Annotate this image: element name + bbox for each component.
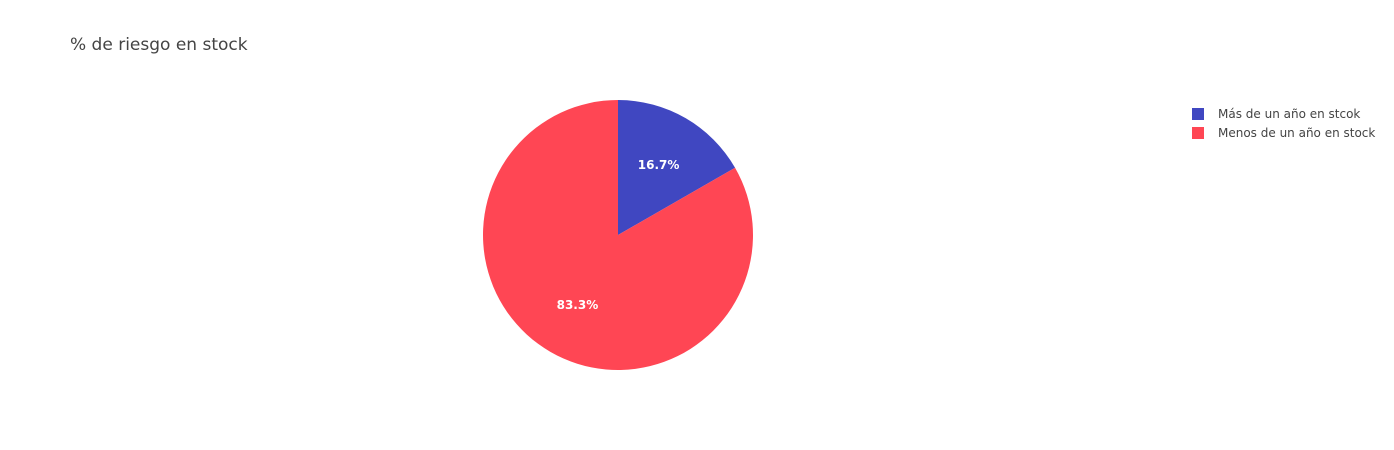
chart-title: % de riesgo en stock <box>70 35 248 55</box>
legend-swatch <box>1192 127 1204 139</box>
legend: Más de un año en stcok Menos de un año en… <box>1192 107 1375 140</box>
pie-data-label-2: 83.3% <box>557 298 599 312</box>
legend-swatch <box>1192 108 1204 120</box>
legend-item-1[interactable]: Más de un año en stcok <box>1192 107 1360 121</box>
pie-slice-2[interactable] <box>483 100 754 370</box>
legend-label: Más de un año en stcok <box>1218 107 1360 121</box>
pie-slices <box>483 100 754 370</box>
legend-item-2[interactable]: Menos de un año en stock <box>1192 126 1375 140</box>
pie-data-label-1: 16.7% <box>638 158 680 172</box>
pie-data-labels: 16.7% 83.3% <box>557 158 680 312</box>
pie-slice-1[interactable] <box>618 100 736 235</box>
legend-label: Menos de un año en stock <box>1218 126 1375 140</box>
